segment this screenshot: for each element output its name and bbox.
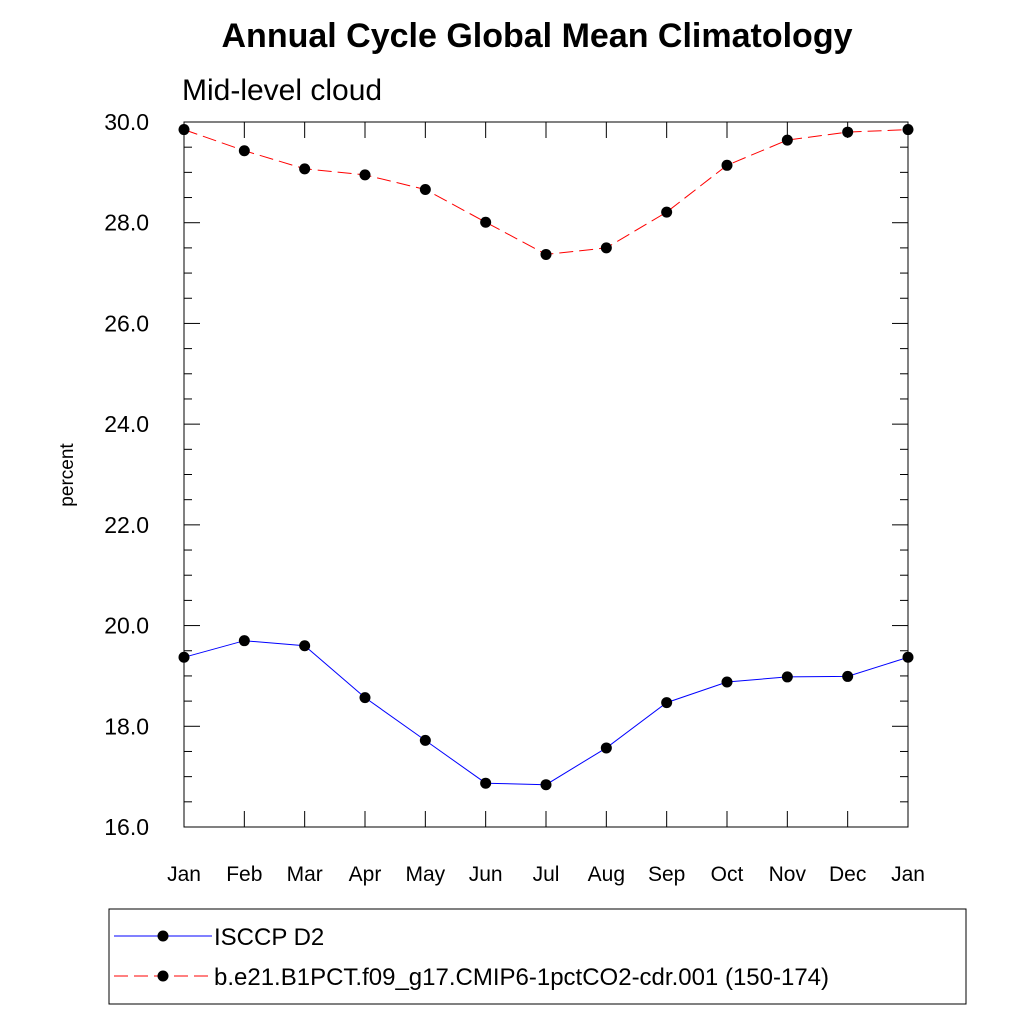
y-axis-label: percent	[57, 443, 78, 507]
y-tick-label: 22.0	[104, 512, 149, 538]
x-tick-label: Jun	[469, 863, 503, 886]
x-tick-label: Nov	[769, 863, 807, 886]
y-tick-label: 26.0	[104, 310, 149, 336]
series-layer	[178, 124, 914, 791]
data-point	[299, 163, 311, 175]
y-tick-label: 18.0	[104, 713, 149, 739]
data-point	[721, 676, 733, 688]
x-tick-label: Dec	[829, 863, 866, 886]
legend: ISCCP D2 b.e21.B1PCT.f09_g17.CMIP6-1pctCO…	[114, 924, 829, 991]
data-point	[238, 145, 250, 157]
data-point	[540, 779, 552, 791]
x-tick-label: Apr	[349, 863, 382, 886]
data-point	[480, 216, 492, 228]
data-point	[238, 635, 250, 647]
legend-label: ISCCP D2	[214, 924, 324, 951]
x-tick-label: Mar	[287, 863, 323, 886]
y-axis-ticks: 16.0 18.0 20.0 22.0 24.0 26.0 28.0 30.0	[104, 109, 908, 840]
data-point	[419, 734, 431, 746]
x-tick-label: Sep	[648, 863, 685, 886]
data-point	[781, 671, 793, 683]
data-point	[299, 640, 311, 652]
data-point	[842, 126, 854, 138]
series-line	[183, 640, 909, 786]
legend-marker	[157, 930, 169, 942]
data-point	[178, 124, 190, 136]
series-group	[178, 635, 914, 791]
legend-marker	[157, 970, 169, 982]
x-tick-label: Jan	[167, 863, 201, 886]
x-tick-label: Aug	[588, 863, 625, 886]
data-point	[359, 169, 371, 181]
chart-subtitle: Mid-level cloud	[182, 74, 382, 107]
data-point	[661, 697, 673, 709]
y-tick-label: 16.0	[104, 814, 149, 840]
data-point	[540, 248, 552, 260]
data-point	[902, 651, 914, 663]
data-point	[178, 651, 190, 663]
data-point	[721, 159, 733, 171]
series-line	[183, 129, 909, 255]
data-point	[902, 124, 914, 136]
x-tick-label: Oct	[711, 863, 744, 886]
legend-label: b.e21.B1PCT.f09_g17.CMIP6-1pctCO2-cdr.00…	[214, 964, 829, 991]
plot-frame	[183, 121, 909, 828]
x-tick-label: Feb	[226, 863, 262, 886]
data-point	[419, 183, 431, 195]
x-axis-ticks: Jan Feb Mar Apr May Jun Jul Aug Sep Oct Nov Dec Jan	[167, 122, 925, 886]
y-tick-label: 30.0	[104, 109, 149, 135]
x-tick-label: Jan	[891, 863, 925, 886]
y-tick-label: 28.0	[104, 210, 149, 236]
y-tick-label: 24.0	[104, 411, 149, 437]
data-point	[600, 242, 612, 254]
data-point	[842, 670, 854, 682]
data-point	[600, 742, 612, 754]
legend-box	[108, 908, 967, 1005]
chart-title: Annual Cycle Global Mean Climatology	[222, 17, 853, 55]
x-tick-label: Jul	[533, 863, 560, 886]
data-point	[359, 692, 371, 704]
x-tick-label: May	[405, 863, 445, 886]
series-group	[178, 124, 914, 260]
data-point	[661, 206, 673, 218]
data-point	[781, 134, 793, 146]
y-tick-label: 20.0	[104, 613, 149, 639]
data-point	[480, 777, 492, 789]
